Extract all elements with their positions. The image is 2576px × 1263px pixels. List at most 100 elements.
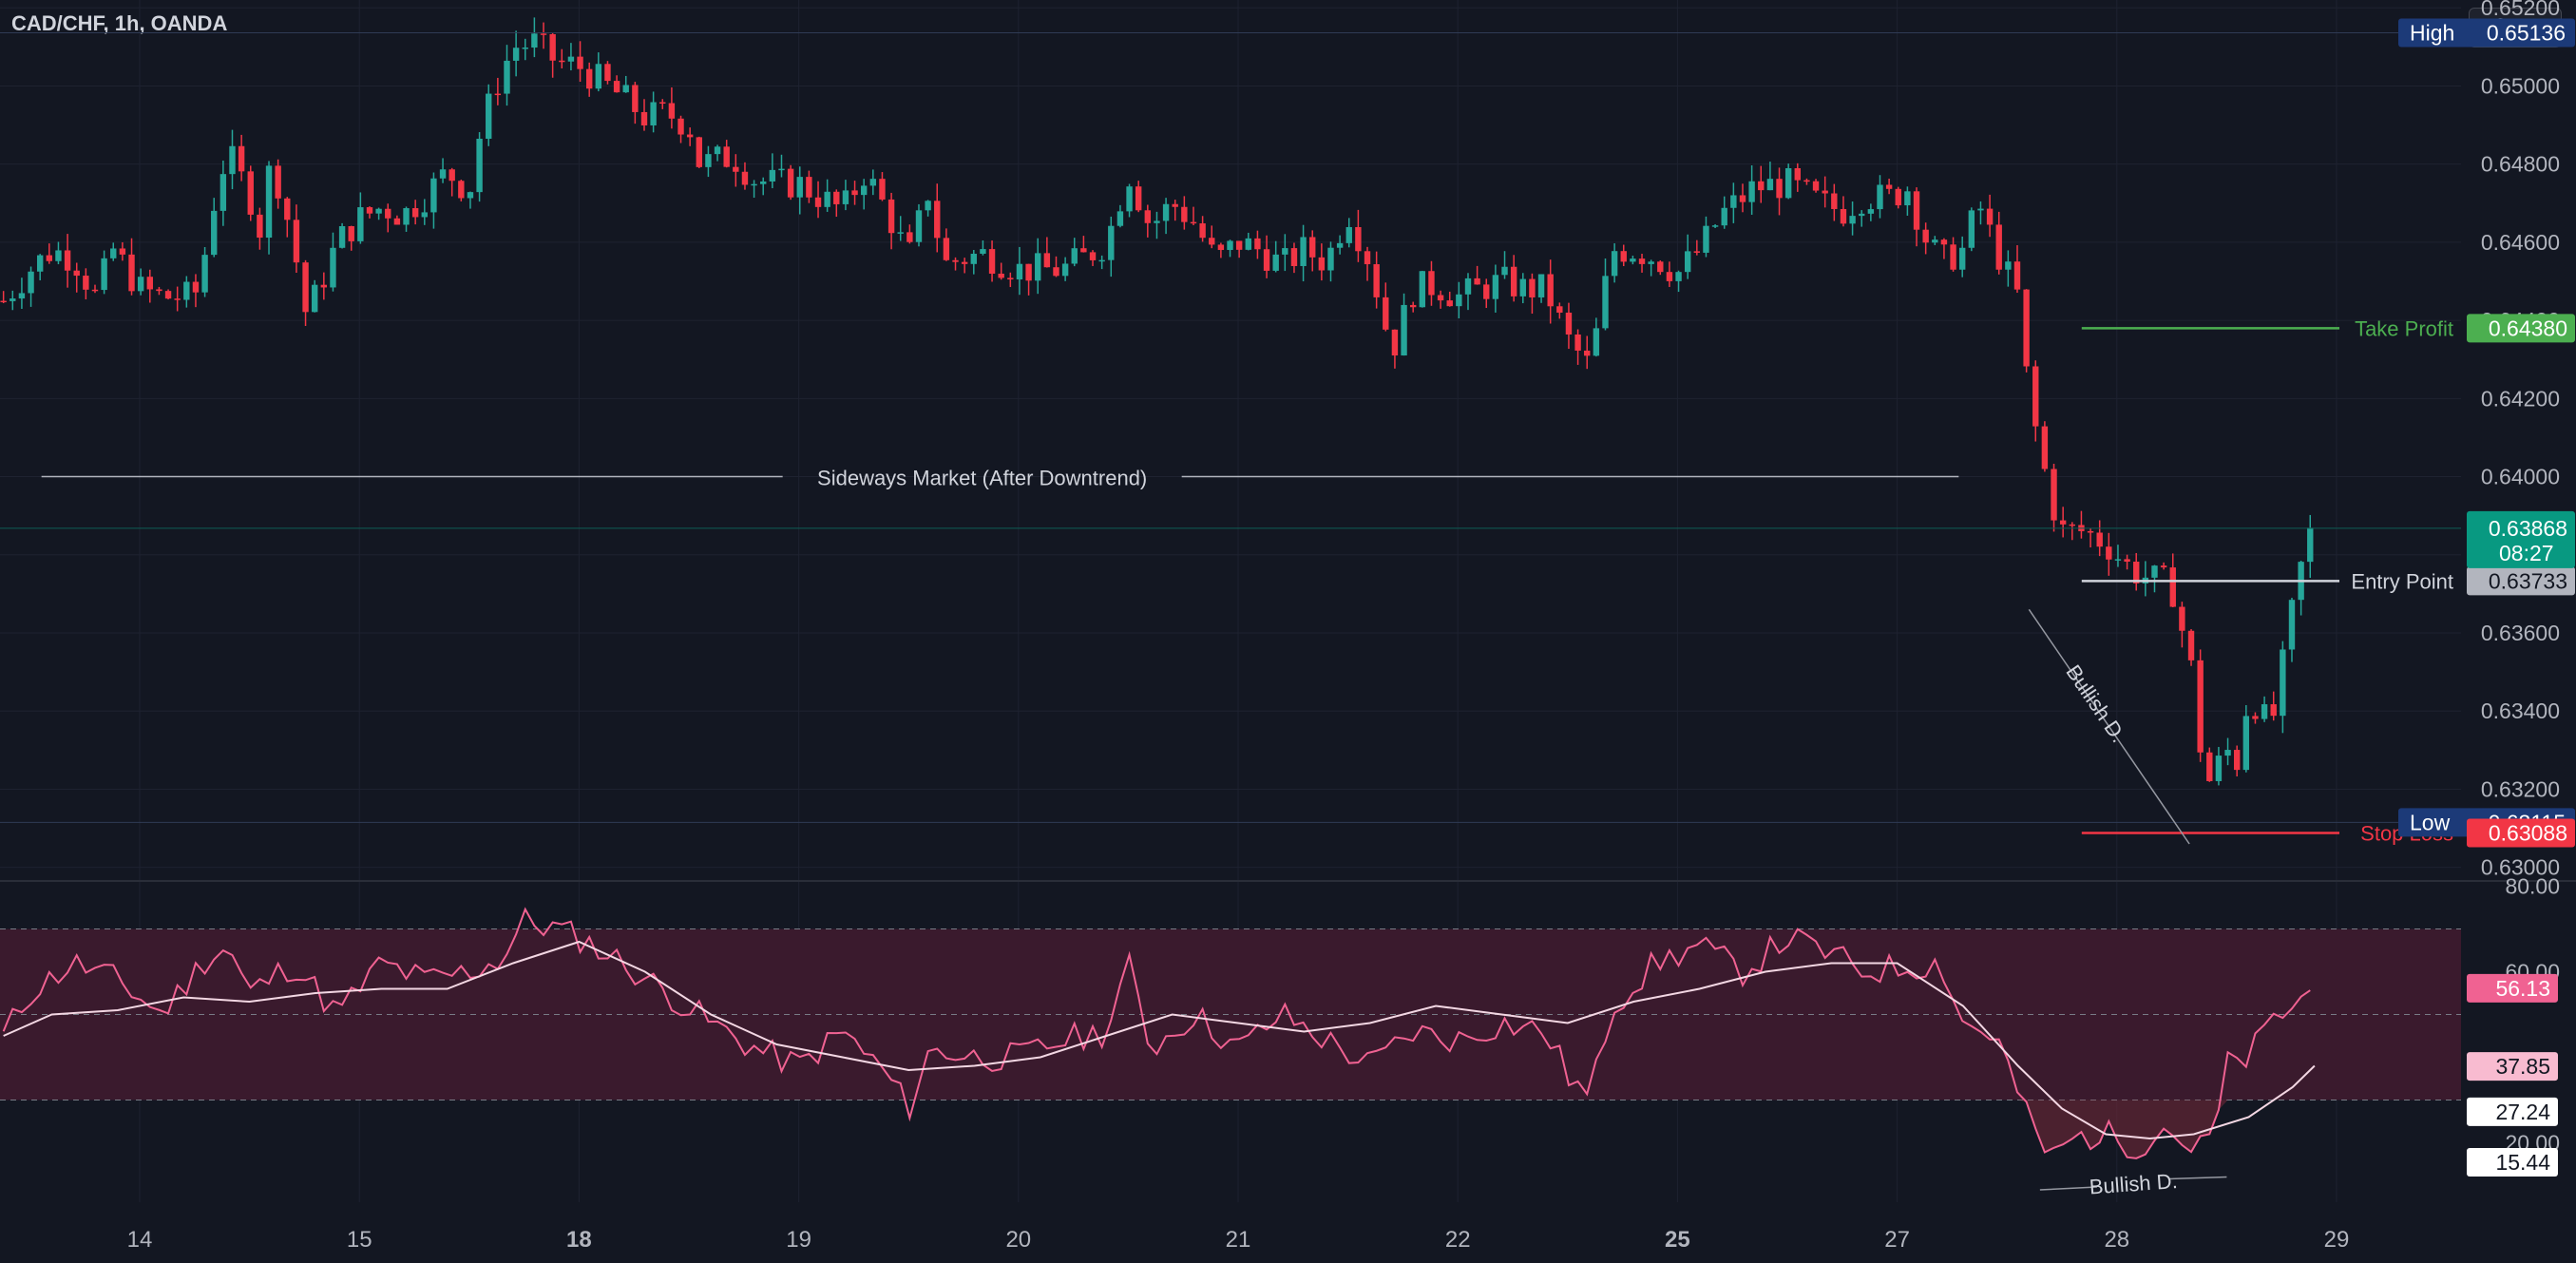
price-tick: 0.64200 [2481, 386, 2560, 411]
candle-body [1758, 181, 1765, 191]
candle-body [1968, 210, 1975, 248]
candle-body [1025, 263, 1032, 281]
candle-body [1574, 334, 1581, 351]
candle-body [1693, 251, 1701, 253]
price-tick: 0.64000 [2481, 465, 2560, 489]
candle-body [531, 33, 538, 48]
candle-body [512, 48, 520, 61]
candle-body [430, 178, 437, 213]
candle-body [1172, 203, 1178, 207]
candle-body [348, 225, 354, 241]
candle-body [1776, 179, 1783, 199]
candle-body [2087, 530, 2094, 533]
candle-body [1565, 312, 1573, 335]
bullish-div-label: Bullish D. [2061, 660, 2130, 747]
candle-body [247, 171, 254, 215]
candle-body [1016, 263, 1023, 280]
candle-body [156, 289, 162, 292]
candle-body [980, 249, 986, 254]
time-tick: 14 [127, 1227, 153, 1253]
candle-body [91, 289, 99, 292]
candle-body [860, 185, 868, 196]
candle-body [2307, 527, 2314, 563]
candle-body [1071, 248, 1078, 264]
candle-body [403, 208, 410, 225]
candle-body [1419, 271, 1426, 308]
last-price-badge-bg [2467, 510, 2575, 568]
candle-body [467, 192, 474, 199]
candle-body [1401, 304, 1407, 356]
candle-body [1290, 248, 1298, 266]
candle-body [1675, 272, 1682, 281]
candle-body [659, 102, 666, 105]
candle-body [2215, 756, 2223, 781]
candle-body [55, 250, 62, 261]
candle-body [1630, 258, 1636, 262]
candle-body [1272, 254, 1279, 271]
candle-body [650, 102, 657, 125]
time-axis: 14 15 18 19 20 21 22 25 27 28 29 [127, 1227, 2350, 1253]
candle-body [366, 207, 373, 214]
candle-body [2261, 704, 2268, 719]
entry-level-label: Entry Point [2351, 569, 2453, 593]
candle-body [275, 165, 281, 199]
candle-body [595, 64, 602, 89]
candle-body [64, 250, 71, 271]
candle-body [1464, 277, 1472, 295]
candle-body [2069, 524, 2075, 526]
candle-body [1373, 264, 1380, 297]
candle-body [2233, 750, 2241, 771]
candle-body [385, 208, 391, 219]
candle-body [320, 284, 328, 288]
candle-body [2197, 660, 2204, 753]
candle-body [2059, 520, 2067, 525]
rsi-div-line-right [2169, 1176, 2227, 1180]
rsi-ma-line [3, 940, 2316, 1140]
candle-body [961, 261, 968, 264]
candle-body [18, 293, 26, 299]
time-tick: 27 [1884, 1227, 1910, 1253]
candle-body [1135, 186, 1142, 211]
candle-body [2270, 704, 2277, 717]
high-badge-value: 0.65136 [2487, 21, 2566, 46]
candle-body [110, 248, 117, 258]
candle-body [1154, 220, 1160, 223]
candle-body [0, 300, 7, 303]
candle-body [686, 134, 694, 138]
sl-badge: 0.63088 [2489, 820, 2567, 845]
candle-body [1703, 225, 1709, 253]
candle-body [1519, 278, 1526, 297]
candle-body [925, 201, 931, 211]
candle-body [1254, 238, 1261, 250]
candle-body [769, 169, 776, 182]
candle-body [448, 169, 455, 182]
candle-body [486, 93, 492, 140]
candle-body [1529, 278, 1536, 297]
price-tick: 0.64800 [2481, 152, 2560, 177]
candle-body [1098, 259, 1105, 262]
candle-body [146, 277, 153, 290]
candle-body [101, 258, 107, 291]
candle-body [2124, 559, 2130, 563]
candle-body [741, 171, 749, 185]
time-tick: 28 [2104, 1227, 2129, 1253]
time-tick: 25 [1665, 1227, 1690, 1253]
candle-body [559, 60, 565, 63]
candle-body [952, 259, 959, 262]
entry-badge-bg [2467, 566, 2575, 596]
candle-body [1409, 304, 1417, 308]
candle-body [1794, 168, 1801, 181]
candle-body [613, 81, 620, 93]
candle-body [1199, 223, 1206, 239]
candle-body [1711, 225, 1719, 227]
candle-body [1584, 350, 1591, 356]
rsi-value-badge: 27.24 [2495, 1100, 2550, 1124]
candle-body [229, 145, 236, 175]
candle-body [1364, 251, 1371, 265]
candle-body [2013, 261, 2021, 290]
tp-badge-bg [2467, 314, 2575, 343]
time-tick: 18 [566, 1227, 592, 1253]
candle-body [733, 166, 739, 172]
candle-body [604, 64, 611, 82]
